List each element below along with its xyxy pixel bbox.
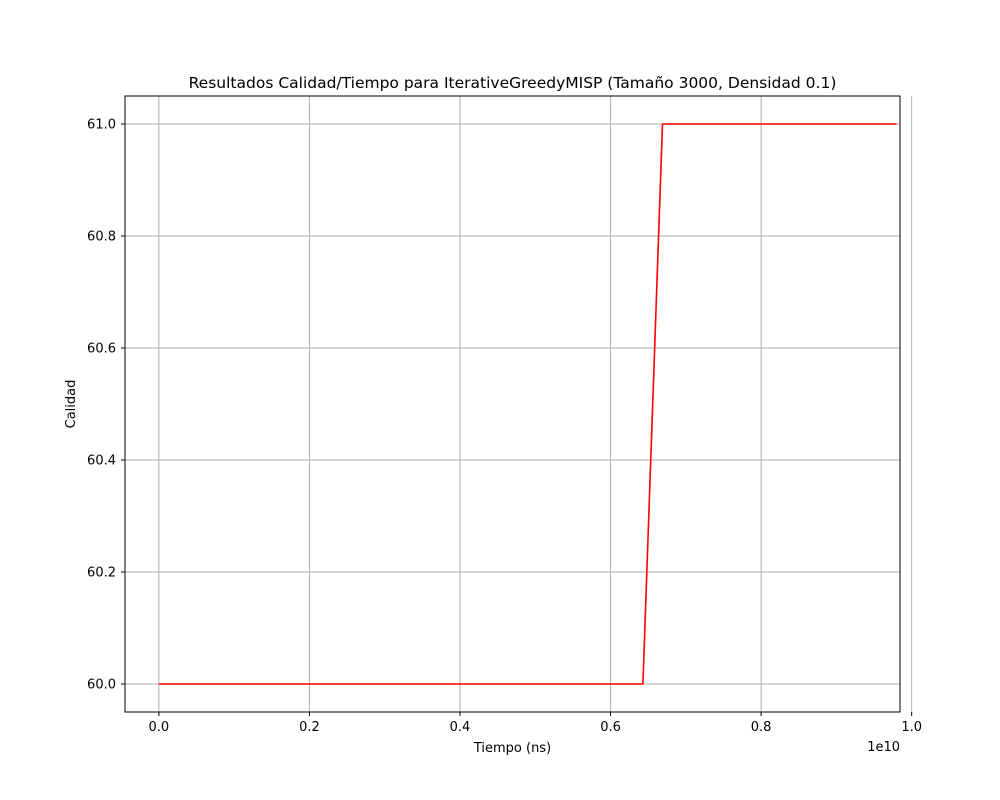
x-tick-label: 0.8 bbox=[751, 720, 772, 735]
ticks: 0.0 0.2 0.4 0.6 0.8 1.0 60.0 60.2 60.4 60.6 60.8 61… bbox=[87, 118, 922, 736]
y-tick-label: 60.4 bbox=[87, 454, 116, 469]
x-tick-label: 0.6 bbox=[600, 720, 621, 735]
y-tick-label: 60.6 bbox=[87, 342, 116, 357]
x-axis-label: Tiempo (ns) bbox=[473, 741, 551, 756]
x-tick-label: 0.4 bbox=[450, 720, 471, 735]
y-axis-label: Calidad bbox=[64, 380, 79, 429]
y-tick-label: 61.0 bbox=[87, 118, 116, 133]
series-line bbox=[158, 123, 897, 685]
chart-title: Resultados Calidad/Tiempo para Iterative… bbox=[189, 74, 837, 92]
y-tick-label: 60.0 bbox=[87, 678, 116, 693]
axes-frame bbox=[124, 95, 901, 713]
x-tick-label: 0.2 bbox=[299, 720, 320, 735]
x-axis-offset-text: 1e10 bbox=[867, 740, 900, 755]
y-tick-label: 60.2 bbox=[87, 566, 116, 581]
series-layer bbox=[158, 123, 897, 685]
x-tick-label: 1.0 bbox=[901, 720, 922, 735]
grid bbox=[125, 96, 913, 712]
x-tick-label: 0.0 bbox=[149, 720, 170, 735]
y-tick-label: 60.8 bbox=[87, 230, 116, 245]
